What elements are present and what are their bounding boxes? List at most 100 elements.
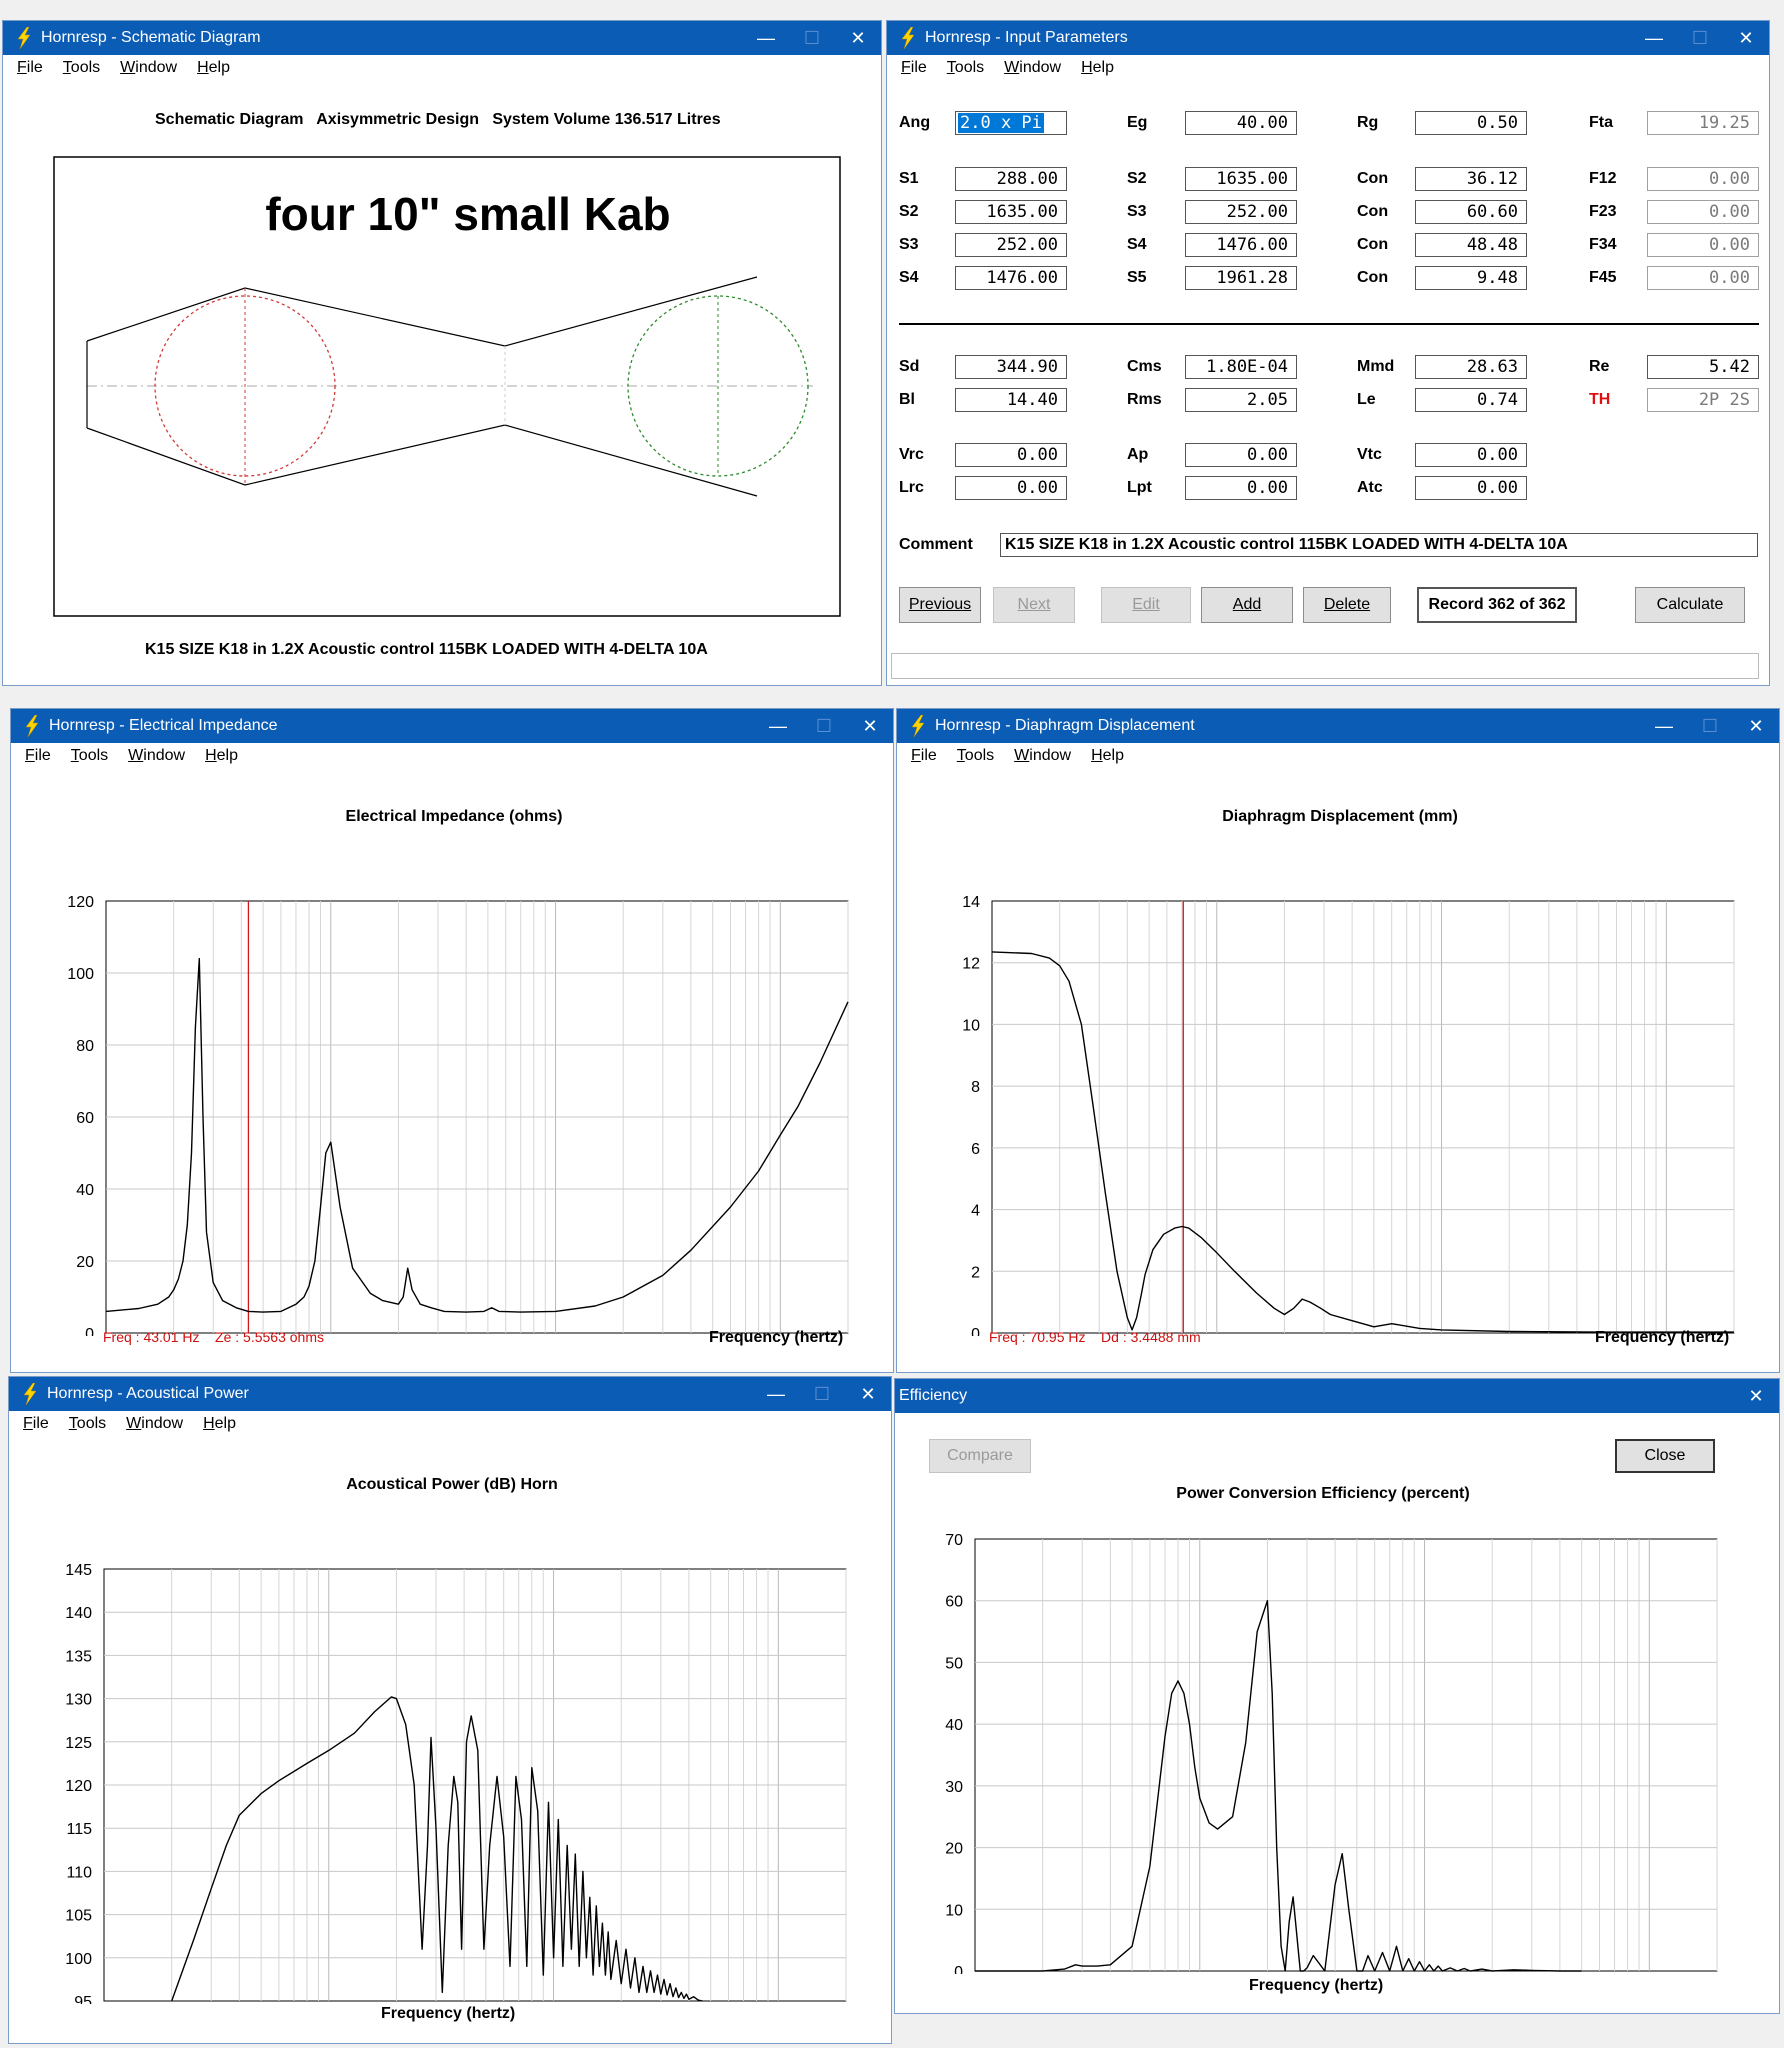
field-sd[interactable]: 344.90	[955, 355, 1067, 379]
displacement-ytick-label: 12	[962, 956, 980, 973]
efficiency-titlebar[interactable]: Efficiency ✕	[895, 1379, 1779, 1413]
field-con2[interactable]: 60.60	[1415, 200, 1527, 224]
field-con1[interactable]: 36.12	[1415, 167, 1527, 191]
previous-button[interactable]: Previous	[899, 587, 981, 623]
menu-tools[interactable]: Tools	[70, 747, 109, 764]
menu-tools[interactable]: Tools	[62, 59, 101, 76]
impedance-chart[interactable]: Electrical Impedance (ohms) 0 20 40 60 80 100 1…	[11, 781, 894, 1336]
field-fta[interactable]: 19.25	[1647, 111, 1759, 135]
menu-window[interactable]: Window	[120, 59, 178, 76]
displacement-titlebar[interactable]: Hornresp - Diaphragm Displacement — ☐ ✕	[897, 709, 1779, 743]
menu-help[interactable]: Help	[205, 747, 238, 764]
efficiency-plot-area	[974, 1538, 1718, 1972]
menu-help[interactable]: Help	[1091, 747, 1124, 764]
label-vtc: Vtc	[1357, 446, 1382, 463]
calculate-button[interactable]: Calculate	[1635, 587, 1745, 623]
displacement-window: Hornresp - Diaphragm Displacement — ☐ ✕ …	[896, 708, 1780, 1373]
field-f34[interactable]: 0.00	[1647, 233, 1759, 257]
field-s1a[interactable]: 288.00	[955, 167, 1067, 191]
power-ytick-label: 115	[66, 1821, 92, 1838]
menu-tools[interactable]: Tools	[956, 747, 995, 764]
field-re[interactable]: 5.42	[1647, 355, 1759, 379]
field-lrc[interactable]: 0.00	[955, 476, 1067, 500]
menu-file[interactable]: File	[23, 1415, 49, 1432]
field-con4[interactable]: 9.48	[1415, 266, 1527, 290]
field-s4b[interactable]: 1476.00	[1185, 233, 1297, 257]
label-s3a: S3	[899, 236, 919, 253]
field-mmd[interactable]: 28.63	[1415, 355, 1527, 379]
field-s3b[interactable]: 252.00	[1185, 200, 1297, 224]
field-eg[interactable]: 40.00	[1185, 111, 1297, 135]
efficiency-chart[interactable]: Power Conversion Efficiency (percent) 0 10…	[895, 1419, 1780, 1974]
label-con1: Con	[1357, 170, 1389, 187]
menu-window[interactable]: Window	[1014, 747, 1072, 764]
field-s5b[interactable]: 1961.28	[1185, 266, 1297, 290]
add-button[interactable]: Add	[1201, 587, 1293, 623]
schematic-comment: K15 SIZE K18 in 1.2X Acoustic control 11…	[145, 641, 708, 658]
field-con3[interactable]: 48.48	[1415, 233, 1527, 257]
next-button: Next	[993, 587, 1075, 623]
power-titlebar[interactable]: Hornresp - Acoustical Power — ☐ ✕	[9, 1377, 891, 1411]
minimize-icon[interactable]: —	[769, 715, 787, 736]
minimize-icon[interactable]: —	[757, 27, 775, 48]
field-s2a[interactable]: 1635.00	[955, 200, 1067, 224]
minimize-icon[interactable]: —	[767, 1383, 785, 1404]
power-chart[interactable]: Acoustical Power (dB) Horn 95 100 105 110 115…	[9, 1449, 892, 2004]
field-vrc[interactable]: 0.00	[955, 443, 1067, 467]
lightning-icon	[901, 27, 915, 49]
field-th[interactable]: 2P 2S	[1647, 388, 1759, 412]
menu-help[interactable]: Help	[197, 59, 230, 76]
field-lpt[interactable]: 0.00	[1185, 476, 1297, 500]
field-bl[interactable]: 14.40	[955, 388, 1067, 412]
minimize-icon[interactable]: —	[1655, 715, 1673, 736]
label-s2a: S2	[899, 203, 919, 220]
close-icon[interactable]: ✕	[1738, 27, 1754, 48]
field-vtc[interactable]: 0.00	[1415, 443, 1527, 467]
field-ang[interactable]: 2.0 x Pi	[955, 111, 1067, 135]
menu-file[interactable]: File	[901, 59, 927, 76]
field-rms[interactable]: 2.05	[1185, 388, 1297, 412]
menu-file[interactable]: File	[25, 747, 51, 764]
power-ytick-label: 135	[65, 1648, 92, 1665]
menu-file[interactable]: File	[911, 747, 937, 764]
displacement-chart[interactable]: Diaphragm Displacement (mm)0246810121410…	[897, 781, 1780, 1336]
menu-window[interactable]: Window	[126, 1415, 184, 1432]
close-icon[interactable]: ✕	[1748, 715, 1764, 736]
field-s4a[interactable]: 1476.00	[955, 266, 1067, 290]
menu-help[interactable]: Help	[1081, 59, 1114, 76]
close-icon[interactable]: ✕	[862, 715, 878, 736]
label-sd: Sd	[899, 358, 920, 375]
power-ytick-label: 110	[66, 1864, 92, 1881]
minimize-icon[interactable]: —	[1645, 27, 1663, 48]
displacement-plot-area	[991, 900, 1735, 1334]
field-rg[interactable]: 0.50	[1415, 111, 1527, 135]
field-f12[interactable]: 0.00	[1647, 167, 1759, 191]
close-button[interactable]: Close	[1615, 1439, 1715, 1473]
impedance-titlebar[interactable]: Hornresp - Electrical Impedance — ☐ ✕	[11, 709, 893, 743]
displacement-ytick-label: 6	[971, 1141, 980, 1158]
field-le[interactable]: 0.74	[1415, 388, 1527, 412]
close-icon[interactable]: ✕	[1748, 1385, 1764, 1406]
delete-button[interactable]: Delete	[1303, 587, 1391, 623]
input-titlebar[interactable]: Hornresp - Input Parameters — ☐ ✕	[887, 21, 1769, 55]
field-s3a[interactable]: 252.00	[955, 233, 1067, 257]
label-rms: Rms	[1127, 391, 1162, 408]
lightning-icon	[911, 715, 925, 737]
field-cms[interactable]: 1.80E-04	[1185, 355, 1297, 379]
close-icon[interactable]: ✕	[850, 27, 866, 48]
close-icon[interactable]: ✕	[860, 1383, 876, 1404]
schematic-titlebar[interactable]: Hornresp - Schematic Diagram — ☐ ✕	[3, 21, 881, 55]
menu-window[interactable]: Window	[128, 747, 186, 764]
comment-field[interactable]: K15 SIZE K18 in 1.2X Acoustic control 11…	[1000, 533, 1758, 557]
menu-tools[interactable]: Tools	[946, 59, 985, 76]
menu-file[interactable]: File	[17, 59, 43, 76]
menu-help[interactable]: Help	[203, 1415, 236, 1432]
field-atc[interactable]: 0.00	[1415, 476, 1527, 500]
menu-window[interactable]: Window	[1004, 59, 1062, 76]
field-f45[interactable]: 0.00	[1647, 266, 1759, 290]
field-f23[interactable]: 0.00	[1647, 200, 1759, 224]
label-ap: Ap	[1127, 446, 1149, 463]
field-s2b[interactable]: 1635.00	[1185, 167, 1297, 191]
field-ap[interactable]: 0.00	[1185, 443, 1297, 467]
menu-tools[interactable]: Tools	[68, 1415, 107, 1432]
